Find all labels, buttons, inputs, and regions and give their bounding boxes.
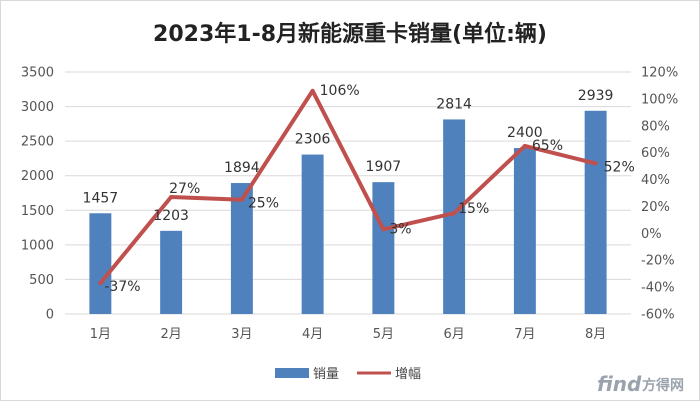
line-data-label: 65% <box>532 138 563 154</box>
bar-data-label: 1457 <box>83 190 119 206</box>
growth-point <box>310 88 315 93</box>
bar-data-label: 1203 <box>153 208 189 224</box>
right-axis-tick: -60% <box>641 308 675 323</box>
right-axis-tick: -20% <box>641 254 675 269</box>
right-axis-tick: -40% <box>641 281 675 296</box>
x-axis-tick: 4月 <box>302 327 323 342</box>
line-data-label: 106% <box>320 83 360 99</box>
line-data-labels: -37% 27% 25% 106% 3% 15% 65% 52% <box>104 83 634 295</box>
growth-point <box>452 211 457 216</box>
bar <box>230 183 253 314</box>
right-axis-tick: 40% <box>641 173 670 188</box>
bar-data-label: 2306 <box>295 132 331 148</box>
left-axis-tick: 3500 <box>21 66 54 81</box>
left-axis-tick: 3000 <box>21 100 54 115</box>
bar <box>160 230 183 314</box>
watermark-logo: find 方得网 <box>597 372 684 396</box>
line-data-label: 52% <box>604 159 635 175</box>
right-axis-tick: 20% <box>641 200 670 215</box>
right-axis-tick: 0% <box>641 227 662 242</box>
x-axis-tick: 2月 <box>160 327 181 342</box>
line-data-label: -37% <box>104 279 140 295</box>
line-data-label: 27% <box>169 181 200 197</box>
line-series <box>98 88 598 286</box>
legend: 销量 增幅 <box>275 367 421 382</box>
bar-data-label: 2939 <box>578 88 614 104</box>
growth-point <box>522 143 527 148</box>
left-axis: 0 500 1000 1500 2000 2500 3000 3500 <box>21 66 54 323</box>
x-axis-tick: 5月 <box>373 327 394 342</box>
bar <box>301 154 324 314</box>
x-axis: 1月 2月 3月 4月 5月 6月 7月 8月 <box>90 327 607 342</box>
growth-point <box>593 161 598 166</box>
left-axis-tick: 1500 <box>21 204 54 219</box>
watermark-name: 方得网 <box>642 377 684 394</box>
line-data-label: 15% <box>458 201 489 217</box>
line-data-label: 25% <box>248 196 279 212</box>
growth-line <box>98 88 598 286</box>
right-axis: -60% -40% -20% 0% 20% 40% 60% 80% 100% 120% <box>641 66 678 323</box>
x-axis-tick: 8月 <box>585 327 606 342</box>
chart-title: 2023年1-8月新能源重卡销量(单位:辆) <box>153 21 547 47</box>
left-axis-tick: 500 <box>29 273 54 288</box>
legend-line-label: 增幅 <box>395 367 421 382</box>
right-axis-tick: 100% <box>641 92 678 107</box>
bar-data-label: 1894 <box>224 160 260 176</box>
growth-point <box>169 195 174 200</box>
bar <box>584 110 607 314</box>
growth-point <box>381 227 386 232</box>
right-axis-tick: 80% <box>641 119 670 134</box>
bar <box>89 213 112 314</box>
left-axis-tick: 2500 <box>21 135 54 150</box>
watermark-brand: find <box>597 372 642 396</box>
legend-bar-label: 销量 <box>313 367 339 382</box>
bar-data-label: 2400 <box>507 125 543 141</box>
line-data-label: 3% <box>389 221 411 237</box>
bar <box>372 182 395 314</box>
growth-point <box>239 197 244 202</box>
left-axis-tick: 2000 <box>21 169 54 184</box>
x-axis-tick: 6月 <box>443 327 464 342</box>
bar-data-label: 1907 <box>366 159 402 175</box>
growth-point <box>98 281 103 286</box>
x-axis-tick: 7月 <box>514 327 535 342</box>
right-axis-tick: 120% <box>641 66 678 81</box>
bar-data-labels: 1457 1203 1894 2306 1907 2814 2400 2939 <box>83 88 614 224</box>
bar <box>513 148 536 314</box>
bar <box>443 119 466 314</box>
left-axis-tick: 0 <box>46 308 54 323</box>
bar-data-label: 2814 <box>436 96 472 112</box>
legend-bar-swatch <box>275 368 309 378</box>
right-axis-tick: 60% <box>641 146 670 161</box>
x-axis-tick: 3月 <box>231 327 252 342</box>
grid-layer <box>65 71 631 315</box>
left-axis-tick: 1000 <box>21 238 54 253</box>
x-axis-tick: 1月 <box>90 327 111 342</box>
